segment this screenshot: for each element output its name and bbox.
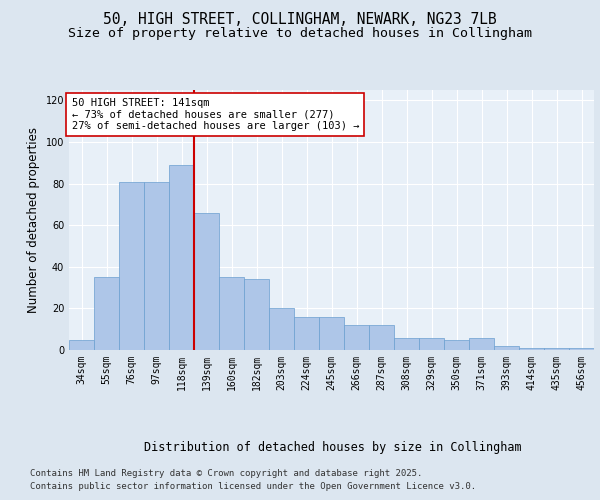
Bar (494, 346, 519, 350)
Bar (319, 316, 344, 350)
Bar (569, 348, 594, 350)
Bar (294, 316, 319, 350)
Bar (94, 277, 119, 350)
Bar (269, 308, 294, 350)
Bar (394, 338, 419, 350)
Bar (244, 280, 269, 350)
Bar (519, 348, 544, 350)
Bar (169, 165, 194, 350)
Bar (119, 182, 144, 350)
Text: Contains public sector information licensed under the Open Government Licence v3: Contains public sector information licen… (30, 482, 476, 491)
Text: Size of property relative to detached houses in Collingham: Size of property relative to detached ho… (68, 28, 532, 40)
Text: Contains HM Land Registry data © Crown copyright and database right 2025.: Contains HM Land Registry data © Crown c… (30, 468, 422, 477)
Bar (419, 338, 444, 350)
Bar (144, 182, 169, 350)
Text: 50, HIGH STREET, COLLINGHAM, NEWARK, NG23 7LB: 50, HIGH STREET, COLLINGHAM, NEWARK, NG2… (103, 12, 497, 28)
Bar (344, 325, 369, 350)
Bar (469, 338, 494, 350)
Bar (444, 340, 469, 350)
Bar (544, 348, 569, 350)
Text: 50 HIGH STREET: 141sqm
← 73% of detached houses are smaller (277)
27% of semi-de: 50 HIGH STREET: 141sqm ← 73% of detached… (71, 98, 359, 131)
Text: Distribution of detached houses by size in Collingham: Distribution of detached houses by size … (144, 441, 522, 454)
Bar (69, 340, 94, 350)
Bar (194, 212, 219, 350)
Y-axis label: Number of detached properties: Number of detached properties (27, 127, 40, 313)
Bar (369, 325, 394, 350)
Bar (219, 277, 244, 350)
